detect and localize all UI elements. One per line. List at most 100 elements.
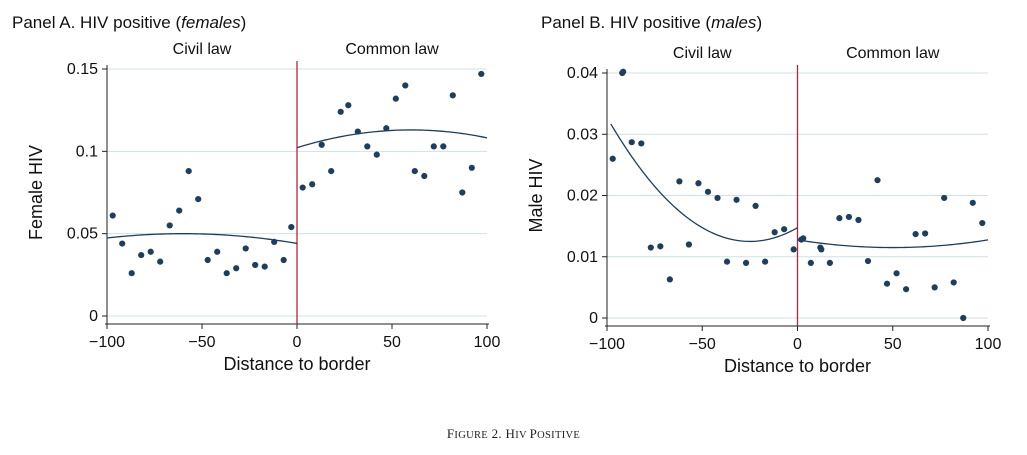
data-point: [440, 143, 447, 150]
data-point: [685, 241, 693, 248]
data-point: [354, 128, 361, 135]
data-point: [742, 259, 750, 266]
caption-prefix: FIGURE 2.: [446, 426, 502, 441]
region-label-right: Common law: [846, 45, 940, 62]
x-tick-label: −50: [689, 336, 716, 353]
data-point: [430, 143, 437, 150]
y-tick-label: 0.04: [567, 65, 598, 82]
data-point: [204, 256, 211, 264]
data-point: [695, 180, 702, 187]
panel-title-main: Panel A. HIV positive (: [12, 13, 181, 32]
y-axis-label: Male HIV: [526, 158, 546, 232]
data-point: [337, 108, 344, 115]
data-point: [119, 240, 126, 247]
data-point: [781, 226, 788, 233]
data-point: [762, 258, 769, 265]
x-tick-label: 50: [383, 334, 401, 351]
region-label-left: Civil law: [673, 45, 732, 62]
fit-curve-right: [797, 239, 989, 249]
data-point: [166, 222, 173, 229]
data-point: [733, 196, 740, 203]
panel-title: Panel B. HIV positive (males): [541, 13, 762, 32]
data-point: [223, 270, 230, 277]
fit-curve-left: [106, 233, 298, 245]
data-point: [449, 92, 456, 99]
y-tick-label: 0: [89, 308, 98, 325]
caption-title: HIV POSITIVE: [505, 426, 581, 441]
data-point: [874, 177, 881, 184]
x-tick-label: 0: [793, 336, 802, 353]
data-point: [771, 229, 778, 236]
data-point: [902, 286, 910, 293]
data-point: [345, 102, 352, 109]
data-point: [969, 199, 976, 206]
panel-title-em: females: [181, 13, 241, 32]
data-point: [960, 314, 967, 322]
data-point: [383, 125, 390, 132]
data-point: [468, 164, 475, 171]
data-point: [950, 279, 957, 286]
data-point: [883, 280, 891, 287]
data-point: [723, 258, 731, 265]
caption-title-text: HIV POSITIVE: [505, 426, 581, 441]
y-axis-label: Female HIV: [26, 145, 46, 240]
x-axis-label: Distance to border: [223, 354, 370, 374]
data-point: [922, 230, 929, 237]
fit-curve-left: [610, 123, 798, 243]
data-point: [109, 212, 116, 219]
data-point: [836, 215, 843, 222]
panel-title: Panel A. HIV positive (females): [12, 13, 246, 32]
x-tick-label: −100: [589, 336, 625, 353]
data-point: [676, 178, 683, 185]
y-tick-label: 0.15: [67, 61, 98, 78]
data-point: [912, 230, 919, 238]
data-point: [280, 256, 287, 264]
data-point: [242, 245, 249, 252]
x-tick-label: −50: [188, 334, 215, 351]
y-tick-label: 0.03: [567, 126, 598, 143]
x-tick-label: 50: [884, 336, 902, 353]
data-point: [318, 141, 325, 148]
data-point: [271, 238, 278, 245]
data-point: [704, 188, 712, 195]
data-point: [459, 189, 466, 196]
y-tick-label: 0.05: [67, 226, 98, 243]
data-point: [373, 151, 380, 158]
data-point: [714, 194, 721, 202]
data-point: [647, 244, 654, 251]
data-point: [931, 284, 938, 291]
data-point: [826, 259, 833, 266]
region-label-left: Civil law: [173, 41, 232, 58]
data-point: [609, 155, 616, 162]
x-tick-label: 100: [975, 336, 1002, 353]
data-point: [807, 259, 814, 266]
data-point: [421, 172, 428, 180]
data-point: [790, 246, 797, 253]
data-point: [261, 263, 268, 270]
data-point: [392, 95, 399, 102]
data-point: [864, 257, 872, 265]
data-point: [411, 167, 418, 175]
data-point: [128, 270, 135, 277]
data-point: [176, 207, 183, 214]
data-point: [138, 251, 145, 259]
data-point: [147, 248, 154, 255]
data-point: [364, 143, 371, 150]
panel-title-em: males: [711, 13, 757, 32]
figure-caption: FIGURE 2. HIV POSITIVE: [0, 426, 1027, 442]
data-point: [478, 70, 485, 78]
data-point: [185, 167, 192, 175]
data-point: [752, 202, 759, 210]
data-point: [941, 194, 948, 202]
y-tick-label: 0.01: [567, 249, 598, 266]
data-point: [233, 265, 240, 272]
panel-title-end: ): [241, 13, 247, 32]
data-point: [157, 258, 164, 265]
data-point: [979, 219, 986, 227]
y-tick-label: 0.1: [76, 143, 98, 160]
y-tick-label: 0.02: [567, 188, 598, 205]
data-point: [845, 213, 853, 221]
panel-title-main: Panel B. HIV positive (: [541, 13, 711, 32]
data-point: [195, 195, 202, 203]
panel-a-chart: Panel A. HIV positive (females) Civil law…: [12, 13, 500, 374]
